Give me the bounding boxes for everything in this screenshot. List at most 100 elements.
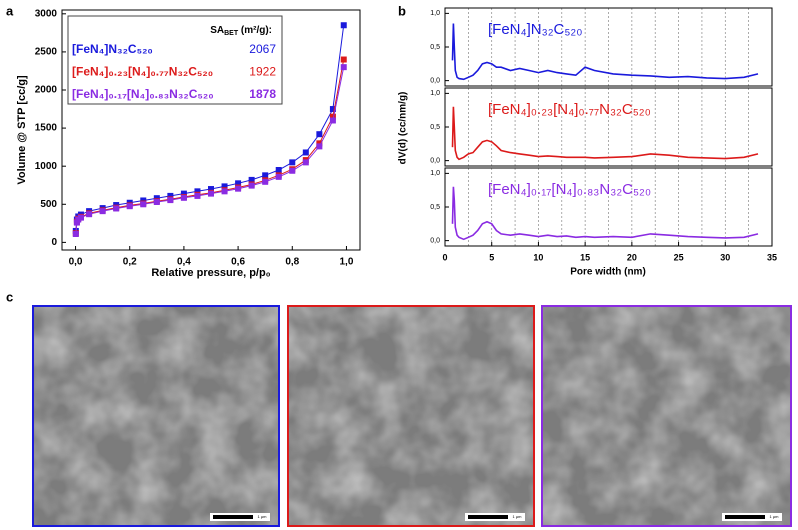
point xyxy=(73,219,80,226)
point xyxy=(289,167,296,174)
point xyxy=(153,199,160,205)
point xyxy=(86,211,93,218)
point xyxy=(262,178,269,185)
point xyxy=(289,159,296,166)
x-tick-label: 0,4 xyxy=(177,257,191,268)
y-axis-label: Volume @ STP [cc/g] xyxy=(16,75,28,185)
scale-bar xyxy=(213,515,253,519)
point xyxy=(194,188,201,195)
point xyxy=(329,117,336,124)
series-annotation: [FeN₄]N₃₂C₅₂₀ xyxy=(488,21,582,38)
sem-shadow xyxy=(541,305,792,527)
y-tick-label: 1,0 xyxy=(430,90,440,97)
point xyxy=(221,188,228,195)
legend-value: 1878 xyxy=(249,87,276,101)
panel-label: b xyxy=(398,3,406,18)
x-tick-label: 30 xyxy=(720,252,730,262)
y-tick-label: 0,5 xyxy=(430,44,440,51)
x-tick-label: 0 xyxy=(442,252,447,262)
x-tick-label: 0,8 xyxy=(285,257,299,268)
point xyxy=(180,194,187,201)
legend-title-part: (m²/g): xyxy=(238,25,272,36)
x-tick-label: 10 xyxy=(533,252,543,262)
y-tick-label: 2000 xyxy=(35,85,58,96)
point xyxy=(72,231,79,237)
point xyxy=(167,197,174,204)
point xyxy=(329,106,336,113)
point xyxy=(208,190,214,197)
x-tick-label: 0,2 xyxy=(123,257,137,268)
legend-label: [FeN₄]₀.₂₃[N₄]₀.₇₇N₃₂C₅₂₀ xyxy=(72,65,213,79)
x-tick-label: 15 xyxy=(580,252,590,262)
x-tick-label: 35 xyxy=(767,252,777,262)
series-annotation: [FeN₄]₀.₂₃[N₄]₀.₇₇N₃₂C₅₂₀ xyxy=(488,101,651,118)
legend-box xyxy=(67,15,283,105)
scale-bar-label: 1 μm xyxy=(258,514,268,519)
point xyxy=(77,214,84,221)
y-tick-label: 0,0 xyxy=(430,237,440,244)
image-border xyxy=(287,305,535,527)
point xyxy=(329,113,336,120)
legend-title: SABET (m²/g): xyxy=(210,25,272,38)
point xyxy=(180,190,187,197)
y-tick-label: 0,0 xyxy=(430,77,440,84)
series-annotation: [FeN₄]₀.₁₇[N₄]₀.₈₃N₃₂C₅₂₀ xyxy=(488,181,651,198)
series-line xyxy=(451,106,759,161)
x-tick-label: 25 xyxy=(674,252,684,262)
x-tick-label: 0,6 xyxy=(231,257,245,268)
y-tick-label: 0,5 xyxy=(430,124,440,131)
scale-bar xyxy=(468,515,508,519)
series-line xyxy=(451,23,759,81)
series-line xyxy=(451,186,759,241)
point xyxy=(262,172,269,179)
point xyxy=(167,192,174,199)
point xyxy=(99,208,106,215)
image-border xyxy=(32,305,280,527)
point xyxy=(302,159,309,166)
legend-label: [FeN₄]N₃₂C₅₂₀ xyxy=(72,42,153,56)
point xyxy=(235,185,242,192)
sem-shadow xyxy=(32,305,280,527)
point xyxy=(275,167,282,173)
point xyxy=(248,176,255,183)
point xyxy=(194,192,201,199)
y-tick-label: 0,5 xyxy=(430,204,440,211)
point xyxy=(113,205,120,212)
point xyxy=(340,64,347,71)
legend-value: 1922 xyxy=(249,65,276,79)
point xyxy=(140,197,147,204)
legend-title-part: BET xyxy=(224,30,239,37)
point xyxy=(208,186,214,193)
point xyxy=(140,201,147,208)
plot-frame xyxy=(444,7,773,87)
plot-frame xyxy=(444,87,773,167)
y-tick-label: 0,0 xyxy=(430,157,440,164)
y-tick-label: 0 xyxy=(51,237,57,248)
point xyxy=(316,131,323,138)
scale-bar xyxy=(725,515,765,519)
y-tick-label: 1500 xyxy=(35,123,58,134)
panel-label: a xyxy=(6,3,14,18)
y-tick-label: 1000 xyxy=(35,161,58,172)
scale-bar-label: 1 μm xyxy=(513,514,523,519)
y-axis-label: dV(d) (cc/nm/g) xyxy=(398,92,409,165)
point xyxy=(340,56,347,63)
legend-label: [FeN₄]₀.₁₇[N₄]₀.₈₃N₃₂C₅₂₀ xyxy=(72,87,214,101)
x-tick-label: 0,0 xyxy=(69,257,83,268)
sem-shadow xyxy=(287,305,535,527)
point xyxy=(153,195,160,202)
y-tick-label: 2500 xyxy=(35,47,58,58)
image-border xyxy=(541,305,792,527)
point xyxy=(248,182,255,189)
sem-images: 1 μm 1 μm 1 μm xyxy=(32,305,792,527)
y-tick-label: 1,0 xyxy=(430,10,440,17)
x-axis-label: Pore width (nm) xyxy=(570,267,646,278)
y-tick-label: 3000 xyxy=(35,8,58,19)
y-tick-label: 500 xyxy=(40,199,57,210)
x-tick-label: 20 xyxy=(627,252,637,262)
plot-frame xyxy=(61,9,361,251)
x-tick-label: 1,0 xyxy=(340,257,354,268)
point xyxy=(316,143,323,150)
y-tick-label: 1,0 xyxy=(430,170,440,177)
